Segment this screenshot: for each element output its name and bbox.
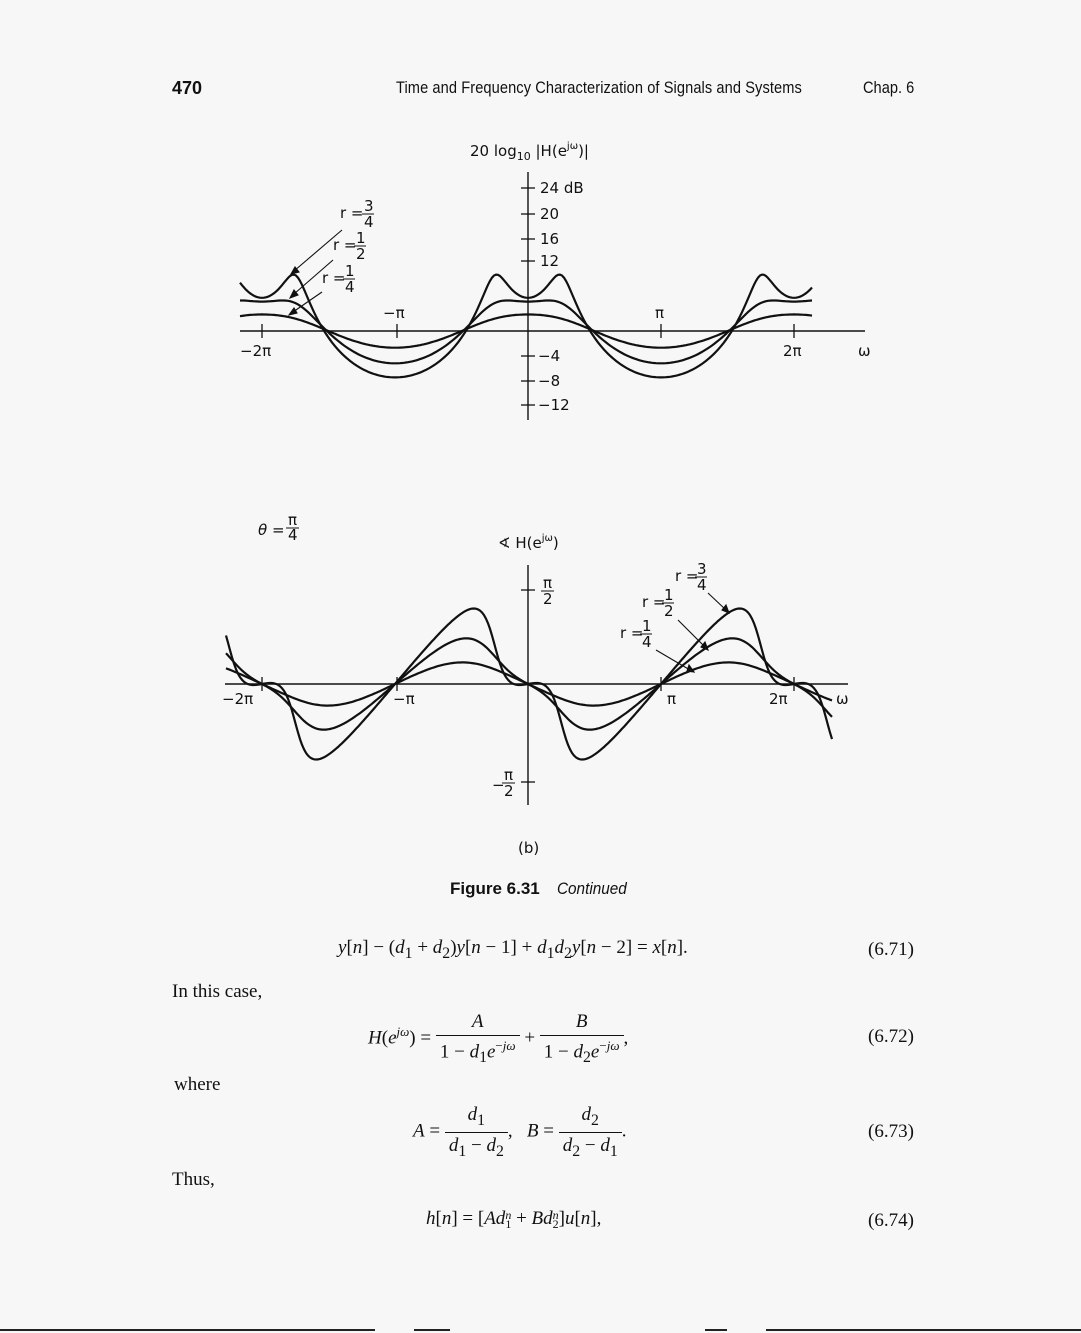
mag-xtick-2pi: 2π xyxy=(783,342,802,360)
eq-number-6-71: (6.71) xyxy=(868,939,914,960)
phase-ylabel: ∢ H(ejω) xyxy=(498,533,559,552)
svg-text:4: 4 xyxy=(364,213,374,231)
scan-edge-line xyxy=(414,1329,450,1331)
svg-text:π: π xyxy=(288,511,297,529)
mag-xtick-m2pi: −2π xyxy=(240,342,271,360)
svg-text:4: 4 xyxy=(642,633,652,651)
svg-text:r =: r = xyxy=(340,204,364,222)
mag-ytick-24: 24 dB xyxy=(540,179,584,197)
svg-text:1: 1 xyxy=(356,229,366,247)
scan-edge-line xyxy=(0,1329,375,1331)
magnitude-plot: 20 log10 |H(ejω)| 24 dB 20 16 12 −4 −8 −… xyxy=(239,141,871,420)
phase-xtick-2pi: 2π xyxy=(769,690,788,708)
svg-text:1: 1 xyxy=(345,262,355,280)
svg-text:2: 2 xyxy=(504,782,514,800)
mag-label-r12: r = 1 2 xyxy=(333,229,366,263)
phase-plot: θ = π 4 ∢ H(ejω) π 2 − π 2 xyxy=(222,511,849,857)
svg-text:1: 1 xyxy=(664,586,674,604)
phase-ytick-pi-over-2: π 2 xyxy=(541,574,554,608)
phase-xaxis-label: ω xyxy=(836,690,849,708)
equation-6-73: A = d1 d1 − d2, B = d2 d2 − d1. xyxy=(413,1104,627,1160)
svg-text:4: 4 xyxy=(697,576,707,594)
text-in-this-case: In this case, xyxy=(172,981,263,1002)
svg-text:r =: r = xyxy=(322,269,346,287)
mag-ytick-m12: −12 xyxy=(538,396,570,414)
svg-text:4: 4 xyxy=(288,526,298,544)
mag-curve-r1-2 xyxy=(240,299,813,365)
mag-xtick-mpi: −π xyxy=(383,304,405,322)
svg-text:r =: r = xyxy=(675,567,699,585)
svg-text:r =: r = xyxy=(642,593,666,611)
phase-label-r14: r = 1 4 xyxy=(620,617,652,651)
figure-sublabel: (b) xyxy=(518,839,539,857)
svg-text:θ =: θ = xyxy=(258,521,285,539)
svg-text:2: 2 xyxy=(543,590,553,608)
mag-xaxis-label: ω xyxy=(858,342,871,360)
chapter-label: Chap. 6 xyxy=(863,78,915,97)
mag-label-r14: r = 1 4 xyxy=(322,262,355,296)
svg-text:1: 1 xyxy=(642,617,652,635)
scan-edge-line xyxy=(766,1329,1081,1331)
eq-number-6-73: (6.73) xyxy=(868,1121,914,1142)
eq-number-6-72: (6.72) xyxy=(868,1026,914,1047)
scan-edge-line xyxy=(705,1329,727,1331)
phase-ytick-minus-pi-over-2: − π 2 xyxy=(492,766,515,800)
phase-label-r34: r = 3 4 xyxy=(675,560,707,594)
page-number: 470 xyxy=(172,78,203,98)
svg-text:π: π xyxy=(504,766,513,784)
eq-number-6-74: (6.74) xyxy=(868,1210,914,1231)
svg-text:π: π xyxy=(543,574,552,592)
caption-text: Continued xyxy=(556,879,627,898)
mag-ylabel: 20 log10 |H(ejω)| xyxy=(470,141,589,163)
mag-ytick-16: 16 xyxy=(540,230,559,248)
svg-text:4: 4 xyxy=(345,278,355,296)
phase-xtick-m2pi: −2π xyxy=(222,690,253,708)
phase-xtick-mpi: −π xyxy=(393,690,415,708)
svg-text:2: 2 xyxy=(356,245,366,263)
svg-text:3: 3 xyxy=(697,560,707,578)
equation-6-71: y[n] − (d1 + d2)y[n − 1] + d1d2y[n − 2] … xyxy=(338,937,688,962)
mag-curve-r1-4 xyxy=(239,313,813,349)
mag-xtick-pi: π xyxy=(655,304,664,322)
mag-ytick-m4: −4 xyxy=(538,347,560,365)
mag-label-r34: r = 3 4 xyxy=(340,197,374,231)
svg-text:r =: r = xyxy=(333,236,357,254)
figure-caption: Figure 6.31 Continued xyxy=(450,879,634,899)
phase-label-r12: r = 1 2 xyxy=(642,586,674,620)
mag-ytick-m8: −8 xyxy=(538,372,560,390)
phase-curve-r1-4 xyxy=(225,661,833,707)
mag-curve-r3-4 xyxy=(239,273,813,379)
text-where: where xyxy=(174,1074,221,1095)
equation-6-74: h[n] = [Adn 1 + Bdn 2]u[n], xyxy=(426,1208,602,1231)
svg-text:r =: r = xyxy=(620,624,644,642)
mag-ytick-12: 12 xyxy=(540,252,559,270)
theta-label: θ = π 4 xyxy=(258,511,299,544)
svg-text:2: 2 xyxy=(664,602,674,620)
mag-ytick-20: 20 xyxy=(540,205,559,223)
text-thus: Thus, xyxy=(172,1169,215,1190)
caption-figure-number: Figure 6.31 xyxy=(450,879,540,898)
phase-xtick-pi: π xyxy=(667,690,676,708)
running-title: Time and Frequency Characterization of S… xyxy=(396,78,802,97)
svg-text:−: − xyxy=(492,776,505,794)
svg-text:3: 3 xyxy=(364,197,374,215)
